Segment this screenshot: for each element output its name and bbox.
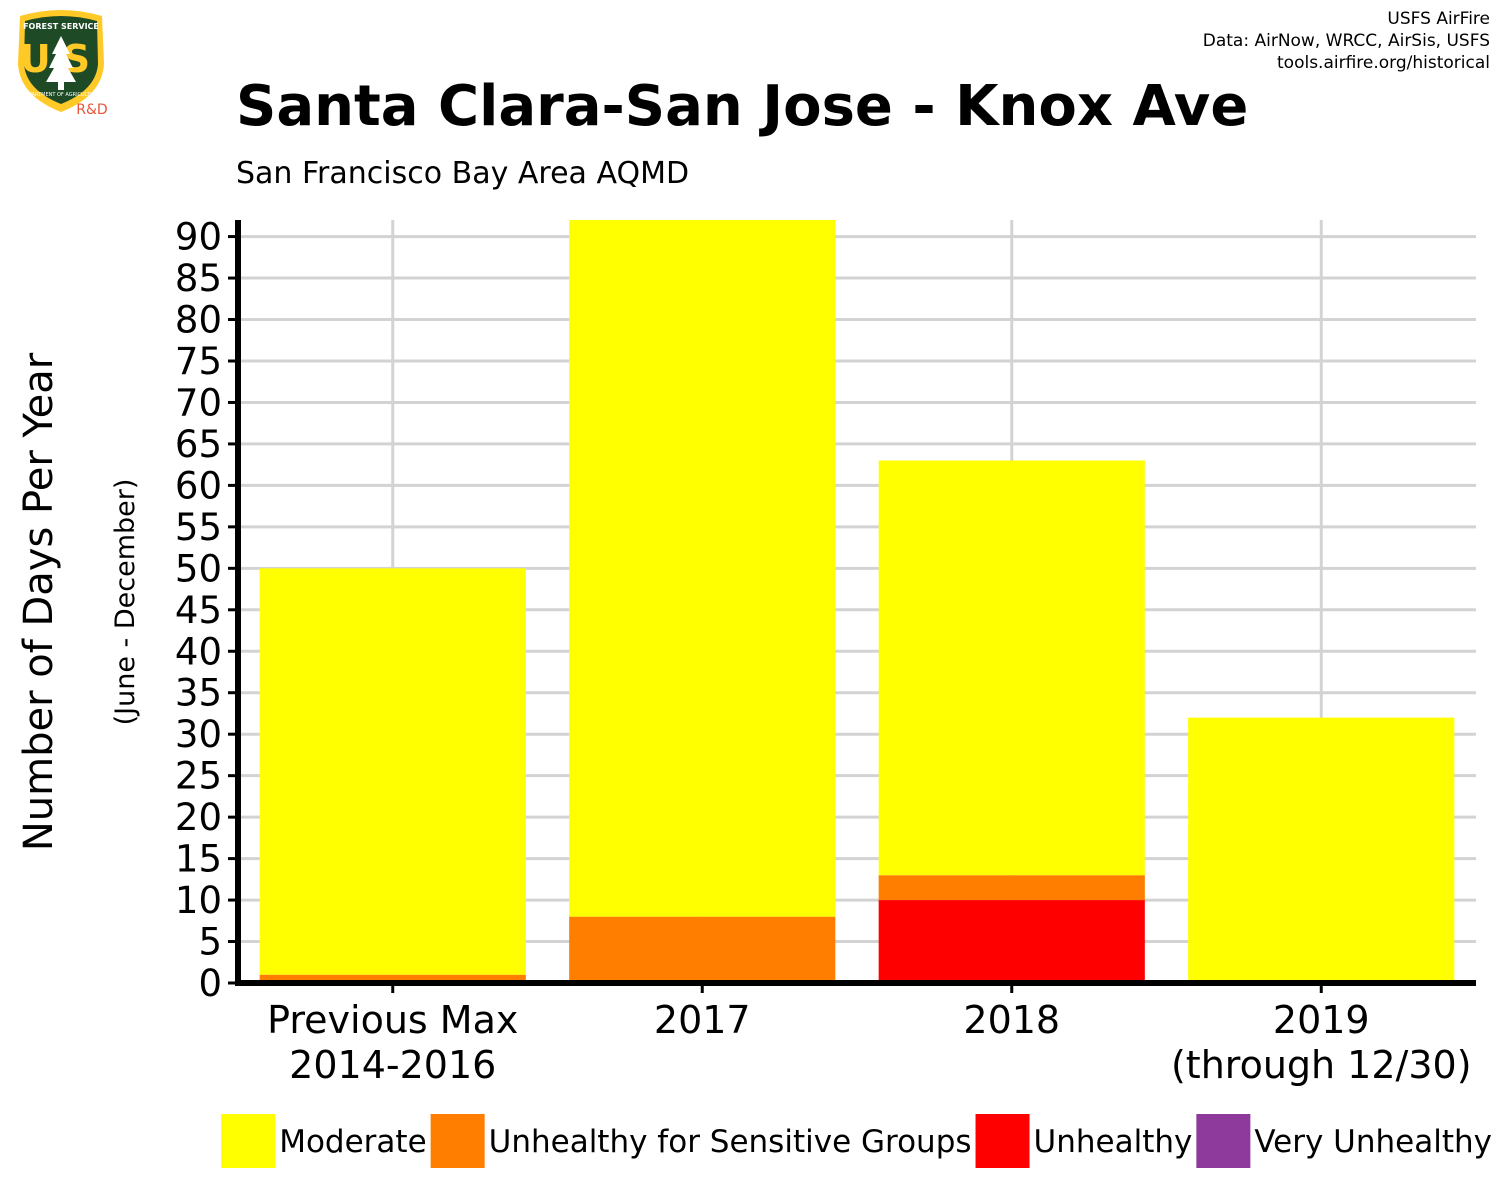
- x-tick-label: (through 12/30): [1171, 1043, 1472, 1087]
- logo-top-text: FOREST SERVICE: [23, 22, 99, 31]
- bar-segment: [259, 974, 526, 983]
- y-tick-label: 20: [175, 796, 222, 839]
- legend-label: Very Unhealthy: [1254, 1124, 1492, 1160]
- logo-badge: R&D: [76, 102, 107, 118]
- y-tick-label: 50: [175, 547, 222, 590]
- legend-swatch: [221, 1114, 276, 1168]
- bar-segment: [878, 460, 1145, 876]
- chart-title: Santa Clara-San Jose - Knox Ave: [236, 74, 1249, 139]
- usfs-logo: FOREST SERVICE US DEPARTMENT OF AGRICULT…: [18, 10, 108, 118]
- x-tick-label: Previous Max: [267, 998, 518, 1042]
- y-tick-label: 45: [175, 589, 222, 632]
- credit-line-2: Data: AirNow, WRCC, AirSis, USFS: [1202, 31, 1490, 51]
- y-tick-label: 30: [175, 713, 222, 756]
- x-tick-label: 2014-2016: [289, 1043, 496, 1087]
- x-tick-label: 2019: [1273, 998, 1370, 1042]
- y-tick-label: 80: [175, 299, 222, 342]
- y-tick-label: 85: [175, 257, 222, 300]
- bar-segment: [569, 916, 836, 983]
- legend-label: Moderate: [279, 1124, 426, 1160]
- x-tick-label: 2018: [963, 998, 1060, 1042]
- y-tick-label: 35: [175, 672, 222, 715]
- y-tick-label: 10: [175, 879, 222, 922]
- legend: Moderate Unhealthy for Sensitive Groups Un…: [221, 1114, 1492, 1168]
- credit-line-1: USFS AirFire: [1387, 9, 1490, 29]
- y-axis-sublabel: (June - December): [110, 479, 141, 726]
- y-tick-label: 40: [175, 630, 222, 673]
- y-tick-label: 25: [175, 755, 222, 798]
- x-tick-label: 2017: [654, 998, 751, 1042]
- legend-swatch: [430, 1114, 485, 1168]
- bar-segment: [1188, 717, 1455, 983]
- y-tick-label: 75: [175, 340, 222, 383]
- y-tick-label: 55: [175, 506, 222, 549]
- legend-label: Unhealthy for Sensitive Groups: [489, 1124, 972, 1160]
- legend-label: Unhealthy: [1034, 1124, 1193, 1160]
- bar-segment: [569, 220, 836, 917]
- bar-segment: [878, 900, 1145, 983]
- bar-segment: [259, 568, 526, 975]
- y-tick-label: 90: [175, 216, 222, 259]
- y-tick-label: 15: [175, 838, 222, 881]
- y-tick-label: 70: [175, 381, 222, 424]
- credit-line-3: tools.airfire.org/historical: [1277, 53, 1490, 73]
- y-tick-label: 5: [198, 921, 222, 964]
- legend-swatch: [975, 1114, 1030, 1168]
- y-axis-label: Number of Days Per Year: [16, 352, 62, 851]
- tree-icon: [46, 36, 76, 82]
- y-tick-label: 0: [198, 962, 222, 1005]
- chart-subtitle: San Francisco Bay Area AQMD: [236, 156, 690, 191]
- legend-swatch: [1196, 1114, 1251, 1168]
- y-tick-label: 65: [175, 423, 222, 466]
- y-tick-label: 60: [175, 464, 222, 507]
- logo-bottom-text: DEPARTMENT OF AGRICULTURE: [22, 92, 100, 98]
- bars: [259, 220, 1455, 983]
- bar-segment: [878, 875, 1145, 901]
